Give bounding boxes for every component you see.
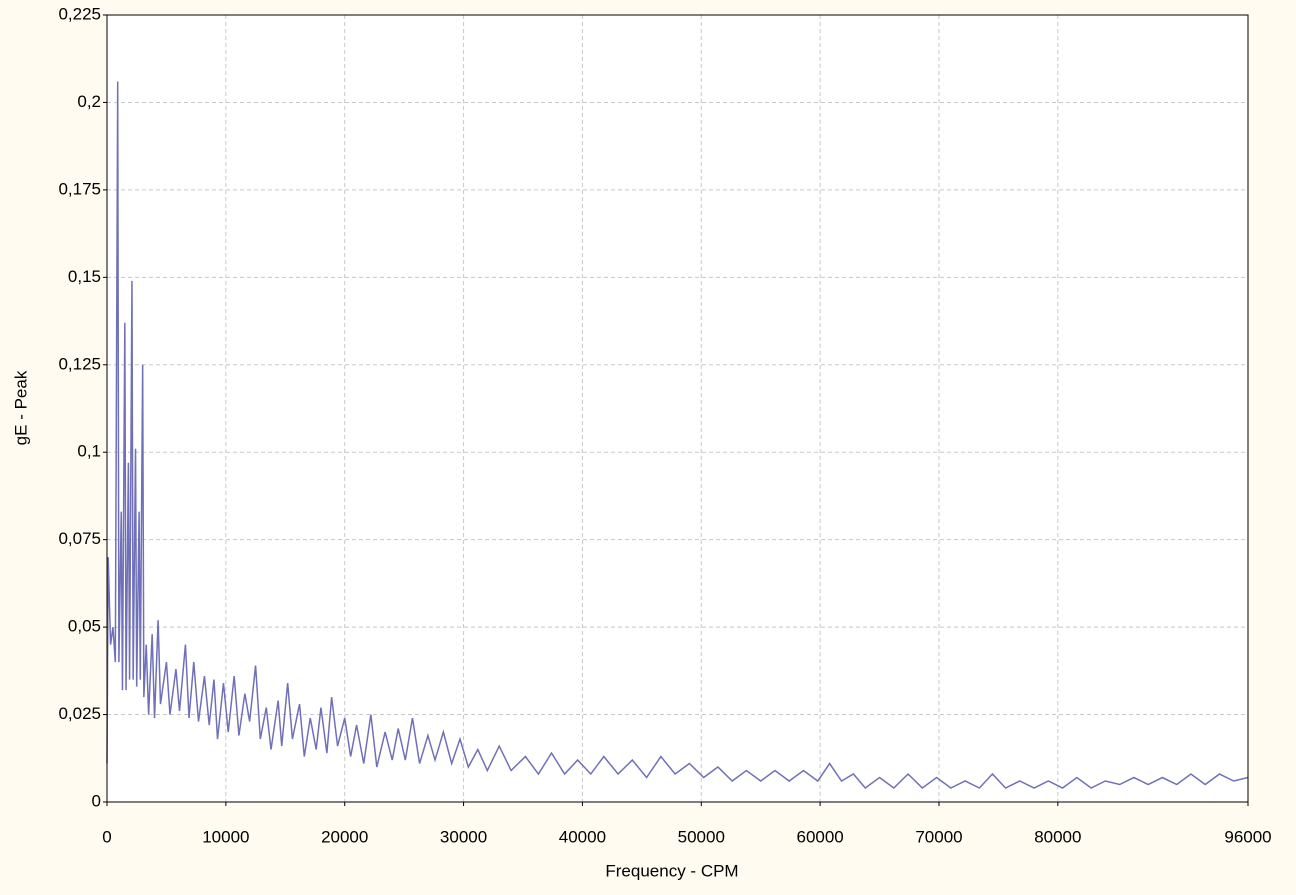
y-tick-label: 0,125 <box>58 354 101 373</box>
y-tick-label: 0,2 <box>77 92 101 111</box>
y-tick-label: 0,15 <box>68 267 101 286</box>
plot-frame <box>106 14 1249 803</box>
x-tick-label: 50000 <box>678 827 725 846</box>
x-tick-label: 60000 <box>796 827 843 846</box>
y-tick-label: 0,025 <box>58 704 101 723</box>
y-tick-label: 0 <box>92 791 101 810</box>
x-tick-label: 30000 <box>440 827 487 846</box>
y-axis-label: gE - Peak <box>11 370 30 445</box>
x-tick-label: 40000 <box>559 827 606 846</box>
x-axis-label: Frequency - CPM <box>605 861 738 880</box>
plot-area <box>107 15 1248 802</box>
data-line <box>106 81 1249 790</box>
y-tick-label: 0,175 <box>58 179 101 198</box>
x-tick-label: 0 <box>102 827 111 846</box>
y-tick-label: 0,1 <box>77 442 101 461</box>
x-tick-label: 80000 <box>1034 827 1081 846</box>
x-tick-label: 20000 <box>321 827 368 846</box>
y-tick-label: 0,225 <box>58 4 101 23</box>
x-tick-label: 10000 <box>202 827 249 846</box>
x-tick-label: 70000 <box>915 827 962 846</box>
y-tick-label: 0,05 <box>68 617 101 636</box>
x-tick-label: 96000 <box>1224 827 1271 846</box>
y-tick-label: 0,075 <box>58 529 101 548</box>
